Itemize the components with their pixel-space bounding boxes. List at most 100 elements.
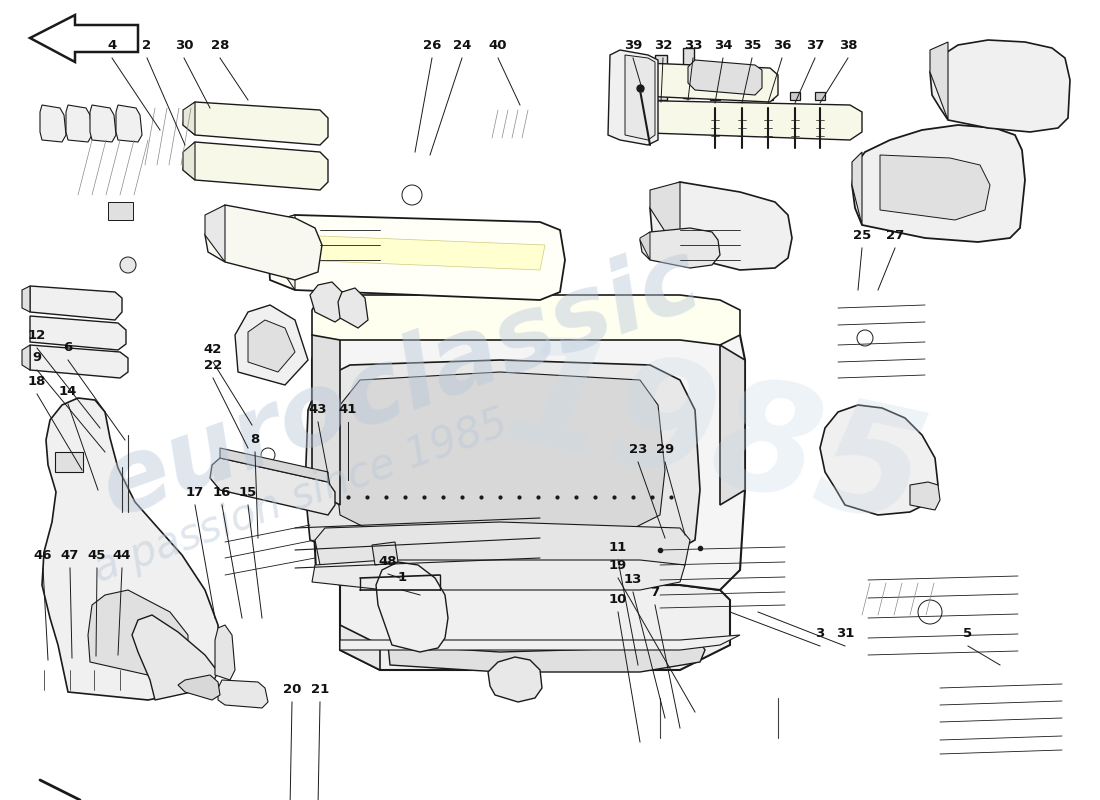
Text: 46: 46 [34, 549, 53, 562]
Text: 33: 33 [684, 39, 702, 52]
Polygon shape [235, 305, 308, 385]
Text: 5: 5 [964, 627, 972, 640]
Polygon shape [296, 235, 544, 270]
Text: a passion since 1985: a passion since 1985 [88, 402, 514, 590]
Polygon shape [248, 320, 295, 372]
Circle shape [857, 330, 873, 346]
Text: 27: 27 [886, 229, 904, 242]
Bar [737, 92, 747, 100]
Circle shape [261, 448, 275, 462]
Polygon shape [178, 675, 220, 700]
Polygon shape [66, 105, 92, 142]
Polygon shape [612, 100, 620, 132]
Text: 31: 31 [836, 627, 855, 640]
Text: 15: 15 [239, 486, 257, 499]
Text: 39: 39 [624, 39, 642, 52]
Polygon shape [310, 282, 345, 322]
Polygon shape [688, 60, 762, 95]
Polygon shape [852, 152, 862, 225]
Text: 16: 16 [212, 486, 231, 499]
Bar [763, 92, 773, 100]
Polygon shape [214, 625, 235, 680]
Polygon shape [336, 372, 666, 535]
Text: 45: 45 [88, 549, 107, 562]
Polygon shape [220, 448, 328, 482]
Text: 37: 37 [806, 39, 824, 52]
Polygon shape [205, 205, 322, 280]
Text: euroclassic: euroclassic [88, 230, 714, 538]
Bar [55, 452, 82, 472]
Polygon shape [22, 286, 30, 312]
Polygon shape [116, 105, 142, 142]
Ellipse shape [682, 93, 693, 99]
Text: 44: 44 [112, 549, 131, 562]
Polygon shape [625, 55, 654, 140]
Text: 18: 18 [28, 375, 46, 388]
Polygon shape [183, 102, 328, 145]
Polygon shape [930, 42, 948, 120]
Polygon shape [90, 105, 116, 142]
Polygon shape [312, 295, 740, 345]
Text: 21: 21 [311, 683, 329, 696]
Polygon shape [312, 560, 685, 590]
Text: 26: 26 [422, 39, 441, 52]
Polygon shape [376, 562, 448, 652]
Text: 14: 14 [58, 385, 77, 398]
Text: 2: 2 [142, 39, 152, 52]
Bar [654, 55, 667, 100]
Text: 25: 25 [852, 229, 871, 242]
Text: 8: 8 [251, 433, 260, 446]
Text: 12: 12 [28, 329, 46, 342]
Bar [108, 202, 133, 220]
Text: 23: 23 [629, 443, 647, 456]
Polygon shape [42, 398, 220, 700]
Text: 6: 6 [64, 341, 73, 354]
Text: 47: 47 [60, 549, 79, 562]
Bar [683, 48, 694, 98]
Polygon shape [910, 482, 940, 510]
Polygon shape [640, 228, 720, 268]
Polygon shape [210, 458, 336, 515]
Text: 32: 32 [653, 39, 672, 52]
Polygon shape [650, 182, 792, 270]
Text: 48: 48 [378, 555, 397, 568]
Polygon shape [268, 215, 565, 300]
Polygon shape [132, 615, 218, 700]
Text: 28: 28 [211, 39, 229, 52]
Text: 40: 40 [488, 39, 507, 52]
Polygon shape [183, 142, 328, 190]
Polygon shape [218, 680, 268, 708]
Polygon shape [930, 40, 1070, 132]
Polygon shape [183, 102, 195, 135]
Polygon shape [820, 405, 938, 515]
Text: 1985: 1985 [492, 323, 938, 557]
Polygon shape [340, 585, 730, 670]
Text: 41: 41 [339, 403, 358, 416]
Circle shape [695, 560, 715, 580]
Polygon shape [640, 232, 650, 260]
Text: 30: 30 [175, 39, 194, 52]
Polygon shape [620, 100, 862, 140]
Text: 43: 43 [309, 403, 328, 416]
Polygon shape [372, 542, 398, 565]
Polygon shape [268, 215, 295, 290]
Text: 19: 19 [609, 559, 627, 572]
Text: 36: 36 [772, 39, 791, 52]
Polygon shape [720, 345, 745, 505]
Text: 20: 20 [283, 683, 301, 696]
Polygon shape [312, 320, 340, 505]
Text: 42: 42 [204, 343, 222, 356]
Polygon shape [305, 360, 700, 560]
Polygon shape [30, 15, 138, 62]
Polygon shape [608, 50, 658, 145]
Polygon shape [338, 288, 368, 328]
Text: 11: 11 [609, 541, 627, 554]
Polygon shape [880, 155, 990, 220]
Polygon shape [30, 345, 128, 378]
Text: 1: 1 [397, 571, 407, 584]
Polygon shape [30, 316, 127, 350]
Circle shape [120, 257, 136, 273]
Text: 24: 24 [453, 39, 471, 52]
Polygon shape [88, 590, 188, 680]
Text: 13: 13 [624, 573, 642, 586]
